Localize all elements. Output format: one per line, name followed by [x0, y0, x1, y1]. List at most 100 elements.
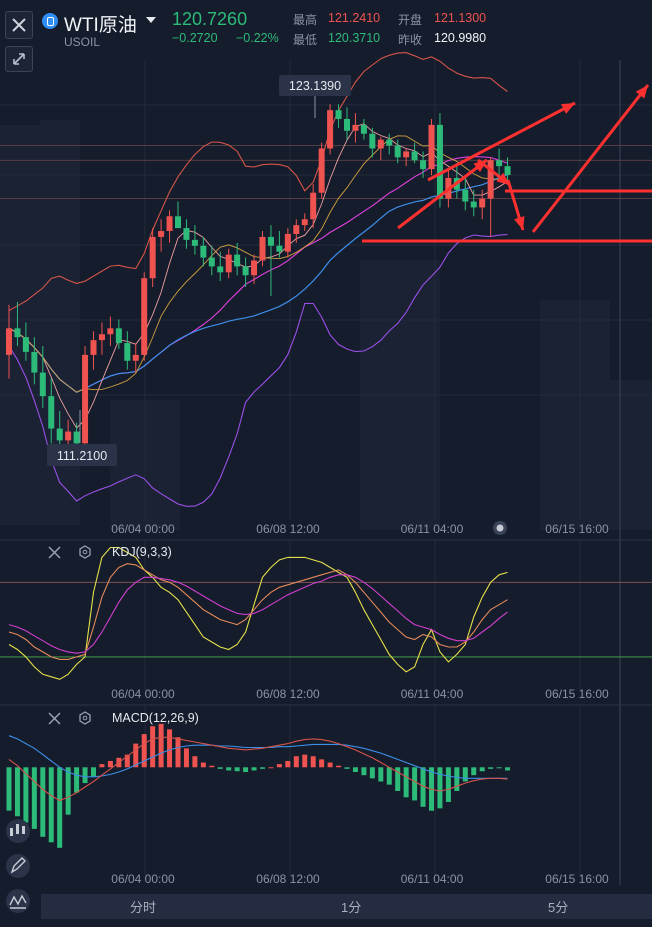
- candle-body: [56, 428, 63, 441]
- macd-bar: [209, 765, 215, 768]
- macd-bar: [23, 767, 29, 823]
- candle-body: [293, 225, 300, 234]
- ma-short-line: [8, 123, 508, 429]
- macd-bar: [107, 760, 113, 768]
- candle-body: [487, 160, 494, 199]
- kdj-lines: [8, 546, 508, 680]
- macd-bar: [386, 767, 392, 785]
- price-overlays: [8, 52, 508, 507]
- candle-body: [327, 110, 334, 149]
- macd-bar: [285, 760, 291, 768]
- indicator-tool-button[interactable]: [6, 889, 30, 913]
- candles-icon: [10, 824, 25, 836]
- macd-bar: [471, 767, 477, 776]
- x-tick-main-3: 06/11 04:00: [401, 522, 464, 536]
- building-shape: [600, 380, 652, 530]
- candle-body: [352, 124, 359, 131]
- candle-body: [39, 372, 46, 397]
- ma-blue-line: [8, 174, 508, 393]
- candle-body: [98, 334, 105, 341]
- candle-body: [267, 236, 274, 246]
- indicator-icon: [9, 894, 27, 909]
- macd-bar: [175, 737, 181, 768]
- tab-1min[interactable]: 1分: [341, 900, 362, 915]
- kdj-title: KDJ(9,3,3): [112, 545, 172, 559]
- pencil-icon: [10, 857, 26, 874]
- macd-settings-button[interactable]: [79, 711, 91, 725]
- macd-bar: [505, 767, 511, 771]
- candles-tool-button[interactable]: [6, 819, 30, 843]
- trend-annotations: [362, 84, 652, 243]
- candle-body: [251, 260, 258, 276]
- scroll-handle[interactable]: [493, 521, 507, 535]
- candle-body: [158, 231, 165, 237]
- arrow-down-1-head: [496, 172, 510, 185]
- candle-body: [141, 278, 148, 355]
- candles: [6, 104, 511, 456]
- candle-body: [107, 328, 114, 335]
- macd-bar: [226, 767, 232, 771]
- candle-body: [335, 110, 342, 119]
- candle-body: [496, 160, 503, 167]
- hexagon-settings-icon: [79, 711, 91, 725]
- min-price-callout: 111.2100: [47, 410, 117, 466]
- candle-body: [377, 139, 384, 149]
- macd-bar: [82, 767, 88, 784]
- prev-close-label: 昨收: [398, 33, 423, 47]
- macd-bar: [412, 767, 418, 801]
- macd-bar: [496, 767, 502, 769]
- candle-body: [208, 257, 215, 267]
- close-icon: [48, 546, 61, 559]
- candle-body: [436, 124, 443, 199]
- macd-lines: [8, 735, 508, 802]
- open-label: 开盘: [398, 13, 423, 27]
- macd-bar: [158, 723, 164, 768]
- candle-body: [183, 228, 190, 240]
- candle-body: [73, 431, 80, 444]
- candle-body: [217, 266, 224, 273]
- draw-tool-button[interactable]: [6, 854, 30, 878]
- macd-close-button[interactable]: [48, 712, 61, 725]
- kdj-x-axis: 06/04 00:00 06/08 12:00 06/11 04:00 06/1…: [111, 687, 609, 701]
- candle-body: [14, 328, 21, 338]
- candle-body: [22, 337, 29, 352]
- x-tick-kdj-3: 06/11 04:00: [401, 687, 464, 701]
- kdj-settings-button[interactable]: [79, 545, 91, 559]
- macd-grid: [144, 705, 581, 875]
- macd-bar: [74, 767, 80, 793]
- high-value: 121.2410: [328, 11, 381, 25]
- macd-bar: [31, 767, 37, 829]
- last-price: 120.7260: [172, 9, 248, 29]
- macd-title: MACD(12,26,9): [112, 711, 199, 725]
- tab-5min[interactable]: 5分: [548, 900, 569, 915]
- candle-body: [200, 245, 207, 258]
- x-tick-main-2: 06/08 12:00: [256, 522, 320, 536]
- macd-bar: [192, 756, 198, 768]
- symbol-name[interactable]: WTI原油: [64, 15, 137, 36]
- open-value: 121.1300: [434, 11, 487, 25]
- candle-body: [191, 239, 198, 246]
- chevron-down-icon[interactable]: [146, 17, 156, 23]
- x-tick-macd-3: 06/11 04:00: [401, 872, 464, 886]
- macd-bar: [251, 767, 257, 771]
- symbol-icon: [42, 13, 58, 29]
- candle-body: [115, 328, 122, 344]
- tab-timeshare[interactable]: 分时: [130, 900, 157, 915]
- close-icon: [12, 18, 26, 32]
- min-price-label: 111.2100: [57, 449, 107, 463]
- candle-body: [259, 236, 266, 261]
- kdj-close-button[interactable]: [48, 546, 61, 559]
- close-button[interactable]: [5, 11, 33, 39]
- macd-bar: [14, 767, 20, 817]
- candle-body: [90, 340, 97, 355]
- candle-body: [411, 151, 418, 161]
- macd-bar: [234, 767, 240, 772]
- macd-bar: [276, 764, 282, 768]
- collapse-button[interactable]: [5, 46, 33, 72]
- candle-body: [344, 118, 350, 131]
- candle-body: [301, 219, 308, 226]
- candle-body: [166, 216, 173, 232]
- low-label: 最低: [293, 33, 318, 47]
- macd-bar: [437, 767, 443, 809]
